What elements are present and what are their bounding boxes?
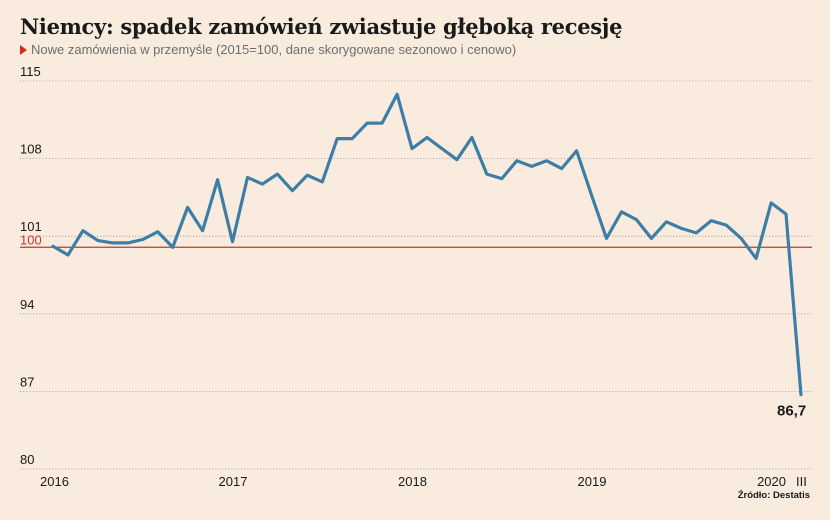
reference-line-label: 100 [20,232,42,247]
series-group [51,92,803,397]
subtitle-text: Nowe zamówienia w przemyśle (2015=100, d… [31,42,517,57]
x-axis-ticks: 2016 2017 2018 2019 2020 III [40,474,807,489]
series-line-new-orders [51,92,803,397]
x-tick-label: 2019 [578,474,607,489]
chart-title: Niemcy: spadek zamówień zwiastuje głębok… [20,14,623,39]
subtitle-marker-icon [20,45,27,55]
y-tick-label: 94 [20,297,34,312]
chart-subtitle: Nowe zamówienia w przemyśle (2015=100, d… [20,42,516,57]
grid-lines [20,80,812,470]
y-tick-label: 80 [20,452,34,467]
data-labels: 86,7 [777,403,806,420]
end-value-label: 86,7 [777,403,806,420]
x-tick-label: 2016 [40,474,69,489]
source-note: Źródło: Destatis [737,490,810,501]
x-tick-label: 2020 [757,474,786,489]
y-tick-label: 108 [20,142,42,157]
x-tick-label: 2018 [398,474,427,489]
reference-line-group: 100 [20,232,812,248]
x-tick-label: 2017 [219,474,248,489]
y-tick-label: 115 [20,64,41,79]
y-tick-label: 87 [20,374,34,389]
y-tick-label: 101 [20,219,42,234]
y-axis-ticks: 80 87 94 101 108 115 [20,64,42,467]
x-tick-label: III [796,474,807,489]
